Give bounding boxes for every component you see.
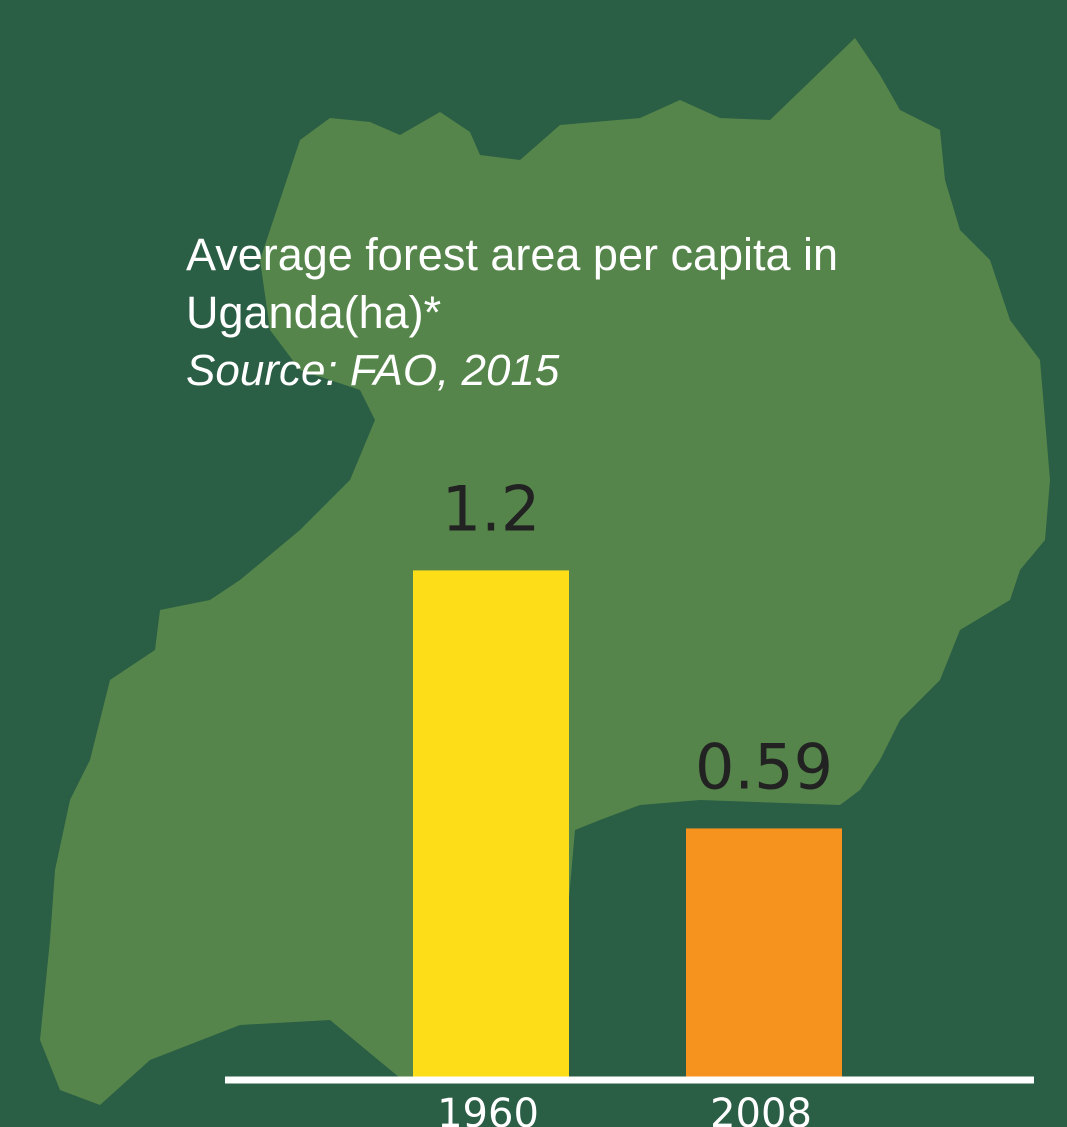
bar	[413, 570, 569, 1078]
value-label: 1.2	[442, 472, 541, 545]
x-tick-label: 1960	[437, 1091, 539, 1127]
bar	[686, 828, 842, 1078]
chart-subtitle: Source: FAO, 2015	[186, 346, 560, 395]
value-label: 0.59	[695, 730, 833, 803]
x-tick-label: 2008	[710, 1091, 812, 1127]
chart-title: Average forest area per capita in Uganda…	[186, 229, 839, 338]
